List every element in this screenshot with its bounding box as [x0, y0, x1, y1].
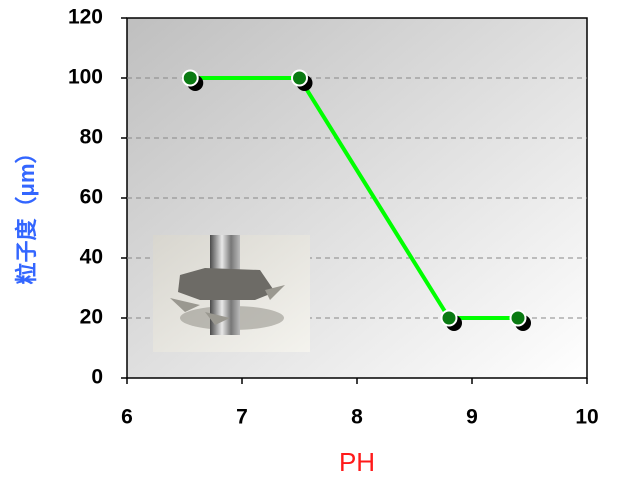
- y-tick-label: 20: [80, 306, 103, 329]
- marker: [440, 309, 458, 327]
- y-tick-label: 80: [80, 126, 103, 149]
- y-tick-label: 40: [80, 246, 103, 269]
- x-tick-label: 7: [236, 406, 248, 429]
- y-tick-label: 60: [80, 186, 103, 209]
- marks: [181, 69, 531, 331]
- marker: [291, 69, 308, 87]
- y-tick-label: 120: [68, 6, 103, 29]
- x-axis-label: PH: [339, 447, 375, 477]
- x-tick-label: 10: [575, 406, 598, 429]
- marker: [509, 309, 527, 327]
- x-tick-label: 9: [466, 406, 478, 429]
- x-tick-label: 8: [351, 406, 363, 429]
- y-axis-label: 粒子度（μm）: [14, 141, 39, 284]
- marker: [181, 69, 199, 87]
- inset-photo: [153, 235, 310, 352]
- y-tick-label: 0: [91, 366, 103, 389]
- series-line: [190, 76, 518, 320]
- x-tick-label: 6: [121, 406, 133, 429]
- y-tick-label: 100: [68, 66, 103, 89]
